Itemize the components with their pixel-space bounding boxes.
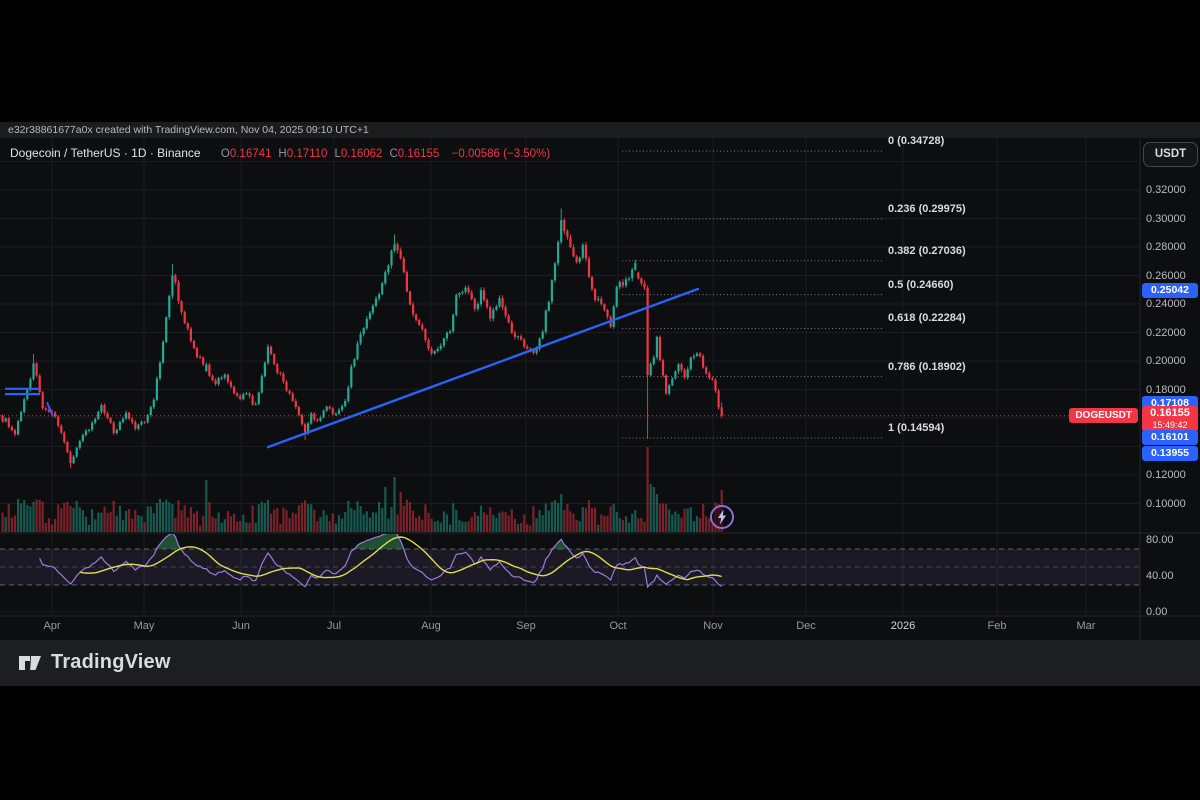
fib-level-label: 0.786 (0.18902) bbox=[888, 360, 966, 373]
tradingview-logo[interactable]: TradingView bbox=[18, 651, 171, 674]
rsi-axis-tick[interactable]: 0.00 bbox=[1146, 606, 1168, 618]
time-axis-label-jun[interactable]: Jun bbox=[232, 620, 250, 632]
symbol-title: Dogecoin / TetherUS · 1D · Binance bbox=[10, 146, 201, 160]
price-axis-tick[interactable]: 0.26000 bbox=[1146, 269, 1186, 282]
ohlc-key: O bbox=[220, 148, 230, 160]
symbol-legend: Dogecoin / TetherUS · 1D · Binance O0.16… bbox=[10, 146, 550, 160]
fib-level-label: 0 (0.34728) bbox=[888, 135, 945, 148]
price-line-symbol-tag: DOGEUSDT bbox=[1069, 408, 1138, 423]
time-axis-label-oct[interactable]: Oct bbox=[609, 620, 627, 632]
tradingview-logo-text: TradingView bbox=[51, 651, 171, 673]
fib-retracement[interactable] bbox=[622, 150, 882, 439]
fib-level-label: 0.618 (0.22284) bbox=[888, 312, 966, 325]
footer-bar: TradingView bbox=[0, 640, 1200, 686]
time-axis-label-feb[interactable]: Feb bbox=[987, 620, 1007, 632]
price-axis-tick[interactable]: 0.24000 bbox=[1146, 298, 1186, 310]
price-axis-tick[interactable]: 0.18000 bbox=[1146, 383, 1186, 396]
time-axis-label-nov[interactable]: Nov bbox=[703, 620, 723, 632]
price-axis-tick[interactable]: 0.10000 bbox=[1146, 497, 1186, 510]
ohlc-key: C bbox=[389, 148, 398, 160]
ohlc-values: O0.16741 H0.17110 L0.16062 C0.16155 bbox=[214, 146, 439, 160]
ohlc-value: 0.17110 bbox=[286, 148, 328, 160]
fib-level-label: 0.5 (0.24660) bbox=[888, 278, 954, 291]
price-axis-tick[interactable]: 0.12000 bbox=[1146, 469, 1186, 481]
ohlc-key: L bbox=[334, 148, 341, 160]
time-axis-label-aug[interactable]: Aug bbox=[421, 620, 441, 632]
time-axis-label-jul[interactable]: Jul bbox=[326, 620, 342, 632]
grid-lines bbox=[0, 138, 1140, 616]
price-axis-tick[interactable]: 0.32000 bbox=[1146, 184, 1186, 196]
current-price-badge: 0.16155 15:49:42 bbox=[1142, 406, 1198, 432]
change-value: −0.00586 (−3.50%) bbox=[451, 148, 551, 160]
time-axis-label-may[interactable]: May bbox=[133, 620, 155, 632]
chart-canvas[interactable] bbox=[0, 138, 1200, 640]
ohlc-value: 0.16062 bbox=[340, 148, 383, 160]
flash-icon[interactable] bbox=[709, 504, 735, 530]
ohlc-value: 0.16741 bbox=[229, 148, 272, 160]
time-axis-label-dec[interactable]: Dec bbox=[796, 620, 816, 632]
ohlc-value: 0.16155 bbox=[397, 148, 440, 160]
rsi-axis-tick[interactable]: 80.00 bbox=[1146, 534, 1174, 546]
fib-level-label: 0.236 (0.29975) bbox=[888, 202, 966, 215]
currency-toggle-button[interactable]: USDT bbox=[1143, 142, 1198, 167]
price-axis-tick[interactable]: 0.30000 bbox=[1146, 212, 1186, 225]
bar-countdown: 15:49:42 bbox=[1152, 420, 1188, 430]
price-axis-tick[interactable]: 0.20000 bbox=[1146, 355, 1186, 367]
attribution-text: e32r38861677a0x created with TradingView… bbox=[8, 124, 369, 136]
candles bbox=[1, 208, 723, 468]
attribution-bar: e32r38861677a0x created with TradingView… bbox=[0, 122, 1200, 138]
price-axis-badge: 0.16101 bbox=[1142, 430, 1198, 445]
time-axis-label-2026[interactable]: 2026 bbox=[890, 620, 916, 632]
time-axis-label-apr[interactable]: Apr bbox=[43, 620, 61, 632]
price-axis-badge: 0.13955 bbox=[1142, 446, 1198, 461]
fib-level-label: 1 (0.14594) bbox=[888, 422, 945, 435]
price-axis-tick[interactable]: 0.22000 bbox=[1146, 326, 1186, 339]
rsi-indicator bbox=[0, 534, 1140, 589]
current-price-value: 0.16155 bbox=[1150, 407, 1190, 419]
rsi-axis-tick[interactable]: 40.00 bbox=[1146, 570, 1174, 582]
time-axis-label-sep[interactable]: Sep bbox=[516, 620, 536, 632]
price-axis-badge: 0.25042 bbox=[1142, 283, 1198, 298]
trendline-drawings[interactable] bbox=[5, 287, 700, 449]
fib-level-label: 0.382 (0.27036) bbox=[888, 244, 966, 257]
ohlc-key: H bbox=[278, 148, 287, 160]
volume-bars bbox=[1, 447, 723, 532]
price-axis-tick[interactable]: 0.28000 bbox=[1146, 241, 1186, 253]
tradingview-logo-mark bbox=[19, 655, 41, 670]
time-axis-label-mar[interactable]: Mar bbox=[1076, 620, 1096, 632]
